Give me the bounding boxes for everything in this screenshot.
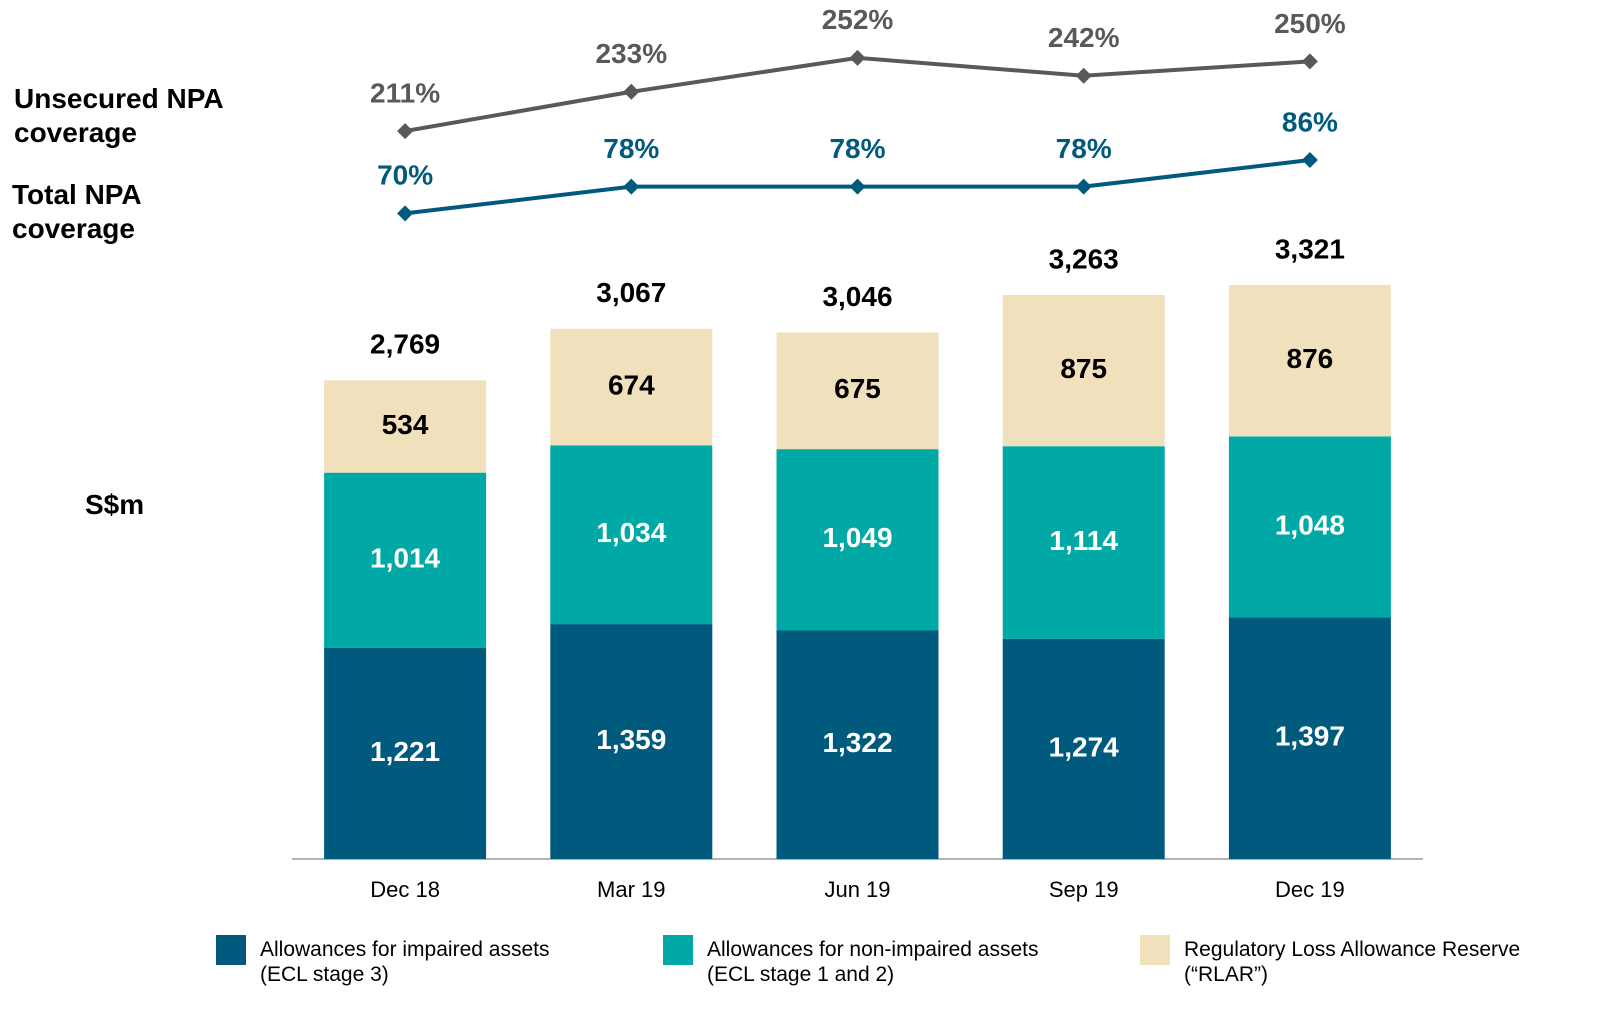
- legend-swatch: [663, 935, 693, 965]
- data-label: 252%: [822, 4, 894, 35]
- bar-segment: [550, 624, 713, 859]
- marker: [1075, 178, 1092, 195]
- bar-segment: [324, 380, 487, 473]
- data-label: 875: [1060, 353, 1107, 384]
- data-label: 1,274: [1049, 731, 1119, 762]
- marker: [849, 178, 866, 195]
- marker: [623, 178, 640, 195]
- total-label: 3,321: [1275, 233, 1345, 264]
- total-label: 3,046: [822, 281, 892, 312]
- legend-swatch: [216, 935, 246, 965]
- bar-segment: [550, 328, 713, 446]
- bar-segment: [776, 449, 939, 631]
- data-label: 78%: [603, 133, 659, 164]
- data-label: 1,322: [822, 727, 892, 758]
- bar-segment: [324, 647, 487, 859]
- bar-segment: [1002, 294, 1165, 447]
- bar-segment: [324, 472, 487, 648]
- legend-label: Allowances for impaired assets (ECL stag…: [260, 938, 550, 986]
- series-label: Unsecured NPA coverage: [14, 83, 224, 148]
- bar-segment: [1228, 436, 1391, 618]
- bar-segment: [550, 445, 713, 625]
- data-label: 250%: [1274, 8, 1346, 39]
- data-label: 876: [1287, 343, 1334, 374]
- data-label: 86%: [1282, 106, 1338, 137]
- x-tick-label: Mar 19: [597, 877, 665, 902]
- data-label: 1,114: [1049, 525, 1118, 556]
- data-label: 675: [834, 373, 881, 404]
- data-label: 70%: [377, 160, 433, 191]
- x-tick-label: Dec 19: [1275, 877, 1345, 902]
- x-tick-label: Jun 19: [824, 877, 890, 902]
- marker: [397, 205, 414, 222]
- data-label: 242%: [1048, 22, 1120, 53]
- total-label: 3,067: [596, 277, 666, 308]
- bar-segment: [776, 630, 939, 859]
- series-label: Total NPA coverage: [12, 179, 142, 244]
- bar-segment: [1002, 446, 1165, 639]
- y-axis-label: S$m: [85, 489, 145, 520]
- marker: [1075, 67, 1092, 84]
- data-label: 534: [382, 409, 429, 440]
- data-label: 233%: [595, 38, 667, 69]
- legend-swatch: [1140, 935, 1170, 965]
- x-tick-label: Dec 18: [370, 877, 440, 902]
- data-label: 674: [608, 369, 655, 400]
- bar-segment: [1228, 284, 1391, 437]
- legend-label: Regulatory Loss Allowance Reserve (“RLAR…: [1184, 938, 1521, 986]
- data-label: 1,221: [370, 736, 440, 767]
- data-label: 1,034: [596, 517, 666, 548]
- marker: [1301, 53, 1318, 70]
- marker: [397, 123, 414, 140]
- data-label: 211%: [370, 77, 440, 108]
- marker: [623, 83, 640, 100]
- data-label: 78%: [1056, 133, 1112, 164]
- data-label: 1,014: [370, 543, 440, 574]
- bar-segment: [776, 332, 939, 450]
- x-tick-label: Sep 19: [1049, 877, 1119, 902]
- total-label: 2,769: [370, 329, 440, 360]
- legend-label: Allowances for non-impaired assets (ECL …: [707, 938, 1039, 986]
- bar-segment: [1002, 638, 1165, 859]
- bar-segment: [1228, 617, 1391, 859]
- marker: [1301, 152, 1318, 168]
- total-label: 3,263: [1049, 243, 1119, 274]
- data-label: 1,049: [822, 522, 892, 553]
- data-label: 1,397: [1275, 721, 1345, 752]
- marker: [849, 49, 866, 66]
- data-label: 1,359: [596, 724, 666, 755]
- data-label: 78%: [829, 133, 885, 164]
- line: [404, 55, 1311, 134]
- data-label: 1,048: [1275, 509, 1345, 540]
